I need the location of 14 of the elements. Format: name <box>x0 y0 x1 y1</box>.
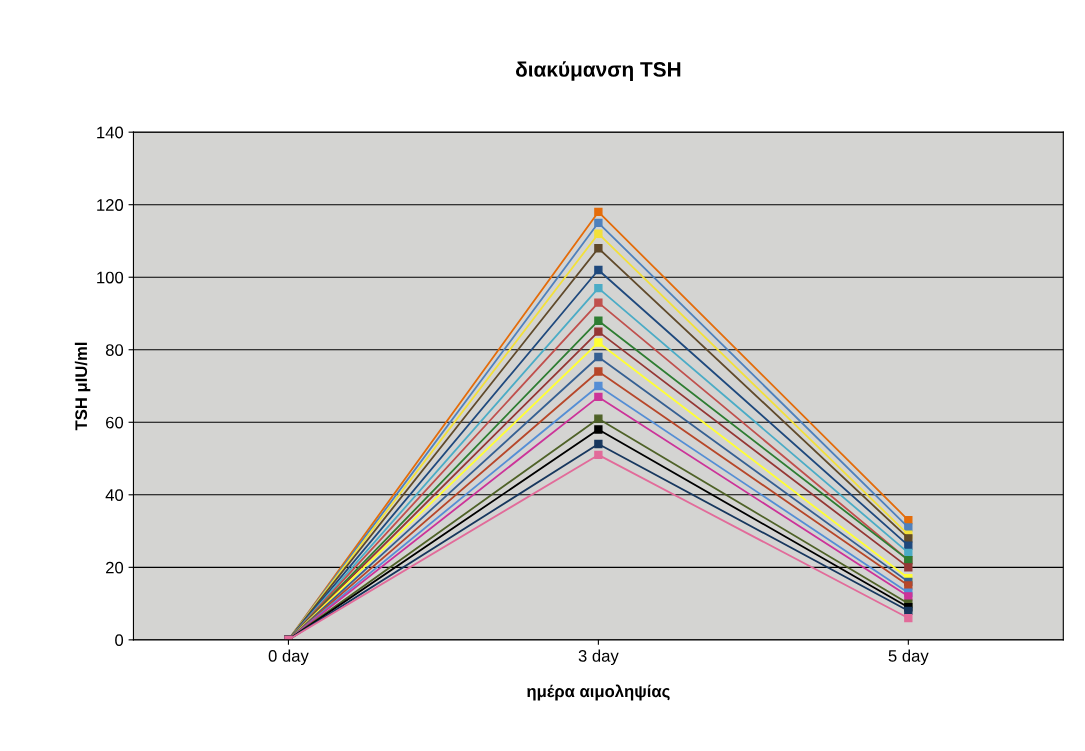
y-tick-label: 0 <box>115 634 124 647</box>
y-tick-label: 100 <box>97 271 124 284</box>
y-tick-label: 40 <box>105 489 124 501</box>
y-tick-label: 60 <box>106 416 124 429</box>
x-tick-label: 3 day <box>578 649 619 666</box>
chart-title: διακύμανση TSH <box>515 61 681 81</box>
y-tick-label: 20 <box>106 561 124 574</box>
y-tick-label: 140 <box>97 126 124 139</box>
x-axis-title: ημέρα αιμοληψίας <box>527 684 670 701</box>
x-tick-label: 0 day <box>268 649 309 666</box>
y-tick-label: 120 <box>97 199 124 211</box>
x-tick-label: 5 day <box>888 649 929 666</box>
y-axis-title: TSH μIU/ml <box>74 342 91 431</box>
y-tick-label: 80 <box>105 344 124 356</box>
